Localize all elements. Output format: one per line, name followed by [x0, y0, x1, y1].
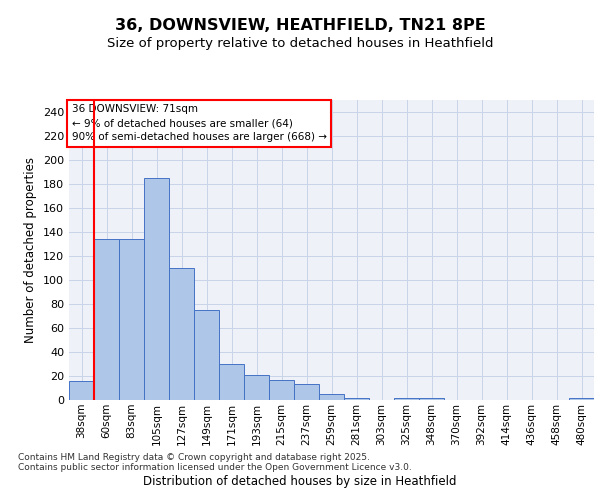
Bar: [244, 375, 269, 400]
Text: 36, DOWNSVIEW, HEATHFIELD, TN21 8PE: 36, DOWNSVIEW, HEATHFIELD, TN21 8PE: [115, 18, 485, 32]
Text: Contains HM Land Registry data © Crown copyright and database right 2025.
Contai: Contains HM Land Registry data © Crown c…: [18, 453, 412, 472]
Bar: [419, 398, 444, 400]
Bar: [569, 398, 594, 400]
Text: Size of property relative to detached houses in Heathfield: Size of property relative to detached ho…: [107, 38, 493, 51]
Bar: [119, 239, 144, 400]
Bar: [144, 178, 169, 400]
Bar: [319, 394, 344, 400]
Bar: [294, 384, 319, 400]
Bar: [219, 364, 244, 400]
Bar: [194, 310, 219, 400]
Bar: [394, 398, 419, 400]
Bar: [69, 381, 94, 400]
Bar: [344, 398, 369, 400]
Bar: [94, 239, 119, 400]
Bar: [269, 380, 294, 400]
Y-axis label: Number of detached properties: Number of detached properties: [25, 157, 37, 343]
Text: 36 DOWNSVIEW: 71sqm
← 9% of detached houses are smaller (64)
90% of semi-detache: 36 DOWNSVIEW: 71sqm ← 9% of detached hou…: [71, 104, 326, 142]
Bar: [169, 268, 194, 400]
Text: Distribution of detached houses by size in Heathfield: Distribution of detached houses by size …: [143, 474, 457, 488]
